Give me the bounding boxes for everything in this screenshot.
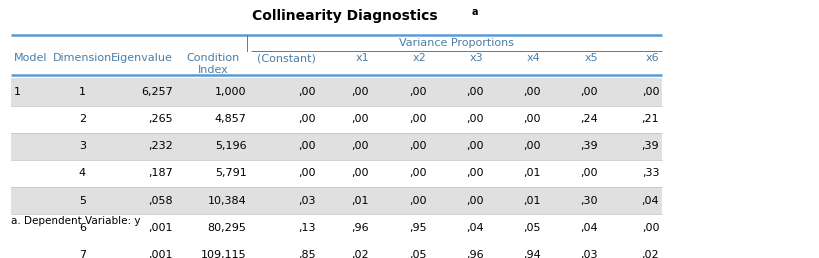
Text: ,00: ,00 xyxy=(641,223,658,233)
Text: 4: 4 xyxy=(79,168,86,178)
Text: Condition
Index: Condition Index xyxy=(186,53,239,75)
Text: ,21: ,21 xyxy=(640,114,658,124)
Text: Eigenvalue: Eigenvalue xyxy=(111,53,173,63)
Text: ,00: ,00 xyxy=(409,114,426,124)
Text: ,05: ,05 xyxy=(523,223,540,233)
Text: ,01: ,01 xyxy=(351,196,369,206)
Text: ,00: ,00 xyxy=(351,87,369,97)
Text: ,00: ,00 xyxy=(465,168,483,178)
Text: ,13: ,13 xyxy=(298,223,315,233)
Text: 6: 6 xyxy=(79,223,86,233)
Text: x2: x2 xyxy=(412,53,426,63)
Text: x4: x4 xyxy=(527,53,540,63)
Text: ,00: ,00 xyxy=(298,87,315,97)
Text: 1: 1 xyxy=(14,87,20,97)
Text: ,02: ,02 xyxy=(640,250,658,258)
Text: ,96: ,96 xyxy=(351,223,369,233)
Text: 109,115: 109,115 xyxy=(201,250,247,258)
Text: ,00: ,00 xyxy=(523,87,540,97)
Text: ,00: ,00 xyxy=(523,114,540,124)
Text: ,00: ,00 xyxy=(580,87,597,97)
Text: ,187: ,187 xyxy=(148,168,173,178)
Text: x5: x5 xyxy=(584,53,597,63)
Text: ,04: ,04 xyxy=(640,196,658,206)
Text: ,39: ,39 xyxy=(580,141,597,151)
Text: ,00: ,00 xyxy=(351,168,369,178)
Text: ,00: ,00 xyxy=(409,141,426,151)
Bar xyxy=(11,187,661,214)
Text: ,00: ,00 xyxy=(465,196,483,206)
Text: ,00: ,00 xyxy=(351,114,369,124)
Bar xyxy=(11,78,661,106)
Text: 5,196: 5,196 xyxy=(215,141,247,151)
Text: 5: 5 xyxy=(79,196,86,206)
Text: ,05: ,05 xyxy=(409,250,426,258)
Text: ,00: ,00 xyxy=(465,114,483,124)
Text: ,001: ,001 xyxy=(148,250,173,258)
Text: 2: 2 xyxy=(79,114,86,124)
Text: ,00: ,00 xyxy=(409,168,426,178)
Text: 5,791: 5,791 xyxy=(215,168,247,178)
Text: 7: 7 xyxy=(79,250,86,258)
Text: ,00: ,00 xyxy=(298,141,315,151)
Text: Dimension: Dimension xyxy=(52,53,111,63)
Text: ,03: ,03 xyxy=(298,196,315,206)
Text: ,03: ,03 xyxy=(580,250,597,258)
Text: x6: x6 xyxy=(645,53,658,63)
Text: ,39: ,39 xyxy=(640,141,658,151)
Text: ,01: ,01 xyxy=(523,196,540,206)
Text: x1: x1 xyxy=(355,53,369,63)
Bar xyxy=(11,133,661,160)
Text: Collinearity Diagnostics: Collinearity Diagnostics xyxy=(251,10,437,23)
Text: ,265: ,265 xyxy=(148,114,173,124)
Text: ,00: ,00 xyxy=(409,196,426,206)
Text: 1: 1 xyxy=(79,87,86,97)
Text: ,94: ,94 xyxy=(523,250,540,258)
Text: ,00: ,00 xyxy=(351,141,369,151)
Text: ,00: ,00 xyxy=(298,168,315,178)
Text: ,02: ,02 xyxy=(351,250,369,258)
Text: ,00: ,00 xyxy=(465,141,483,151)
Text: ,00: ,00 xyxy=(523,141,540,151)
Text: ,04: ,04 xyxy=(580,223,597,233)
Text: a: a xyxy=(471,7,477,17)
Text: ,04: ,04 xyxy=(465,223,483,233)
Text: ,00: ,00 xyxy=(580,168,597,178)
Text: ,01: ,01 xyxy=(523,168,540,178)
Text: ,24: ,24 xyxy=(580,114,597,124)
Text: 1,000: 1,000 xyxy=(215,87,247,97)
Text: ,00: ,00 xyxy=(641,87,658,97)
Text: Model: Model xyxy=(14,53,47,63)
Text: 6,257: 6,257 xyxy=(141,87,173,97)
Text: 10,384: 10,384 xyxy=(207,196,247,206)
Text: 3: 3 xyxy=(79,141,86,151)
Bar xyxy=(11,241,661,258)
Text: ,058: ,058 xyxy=(148,196,173,206)
Text: ,00: ,00 xyxy=(409,87,426,97)
Text: ,85: ,85 xyxy=(298,250,315,258)
Text: Variance Proportions: Variance Proportions xyxy=(398,38,513,48)
Text: 4,857: 4,857 xyxy=(215,114,247,124)
Text: ,00: ,00 xyxy=(465,87,483,97)
Text: a. Dependent Variable: y: a. Dependent Variable: y xyxy=(11,216,141,226)
Text: ,001: ,001 xyxy=(148,223,173,233)
Text: ,30: ,30 xyxy=(580,196,597,206)
Text: ,33: ,33 xyxy=(641,168,658,178)
Text: x3: x3 xyxy=(469,53,483,63)
Text: ,95: ,95 xyxy=(408,223,426,233)
Text: 80,295: 80,295 xyxy=(207,223,247,233)
Text: ,00: ,00 xyxy=(298,114,315,124)
Text: ,232: ,232 xyxy=(148,141,173,151)
Text: (Constant): (Constant) xyxy=(257,53,315,63)
Text: ,96: ,96 xyxy=(465,250,483,258)
